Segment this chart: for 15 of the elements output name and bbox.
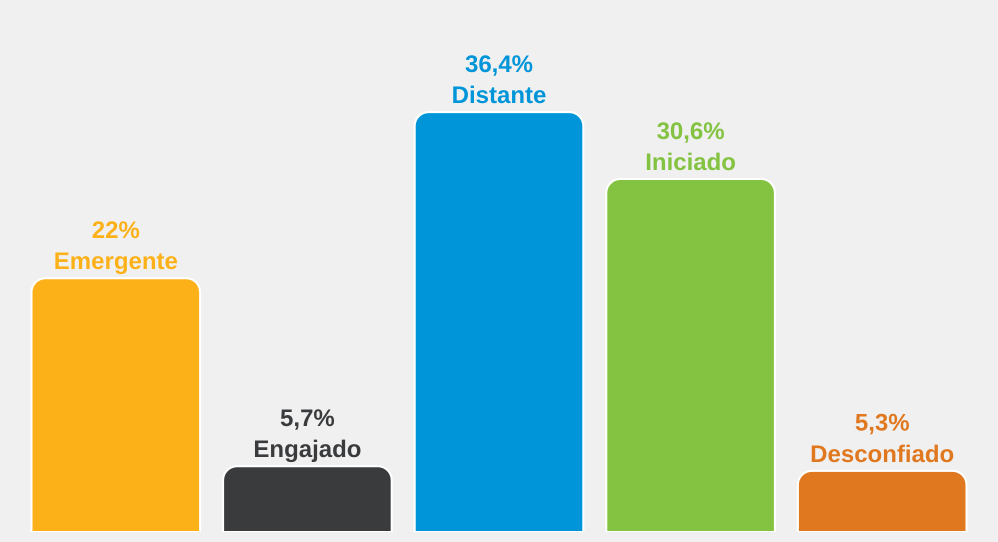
bar [30, 277, 202, 532]
x-tick-label: Emergente [54, 248, 178, 276]
bar [222, 465, 393, 532]
x-tick-label: Desconfiado [810, 440, 954, 468]
data-label: 22% [92, 217, 140, 244]
data-label: 5,3% [854, 410, 910, 437]
bar [796, 470, 968, 532]
bar [605, 178, 776, 532]
x-tick-label: Iniciado [645, 149, 736, 176]
bar [414, 111, 584, 532]
data-label: 30,6% [656, 118, 725, 145]
x-tick-label: Engajado [253, 436, 362, 464]
data-label: 5,7% [280, 405, 335, 432]
x-tick-label: Distante [452, 82, 546, 110]
data-label: 36,4% [464, 50, 534, 78]
